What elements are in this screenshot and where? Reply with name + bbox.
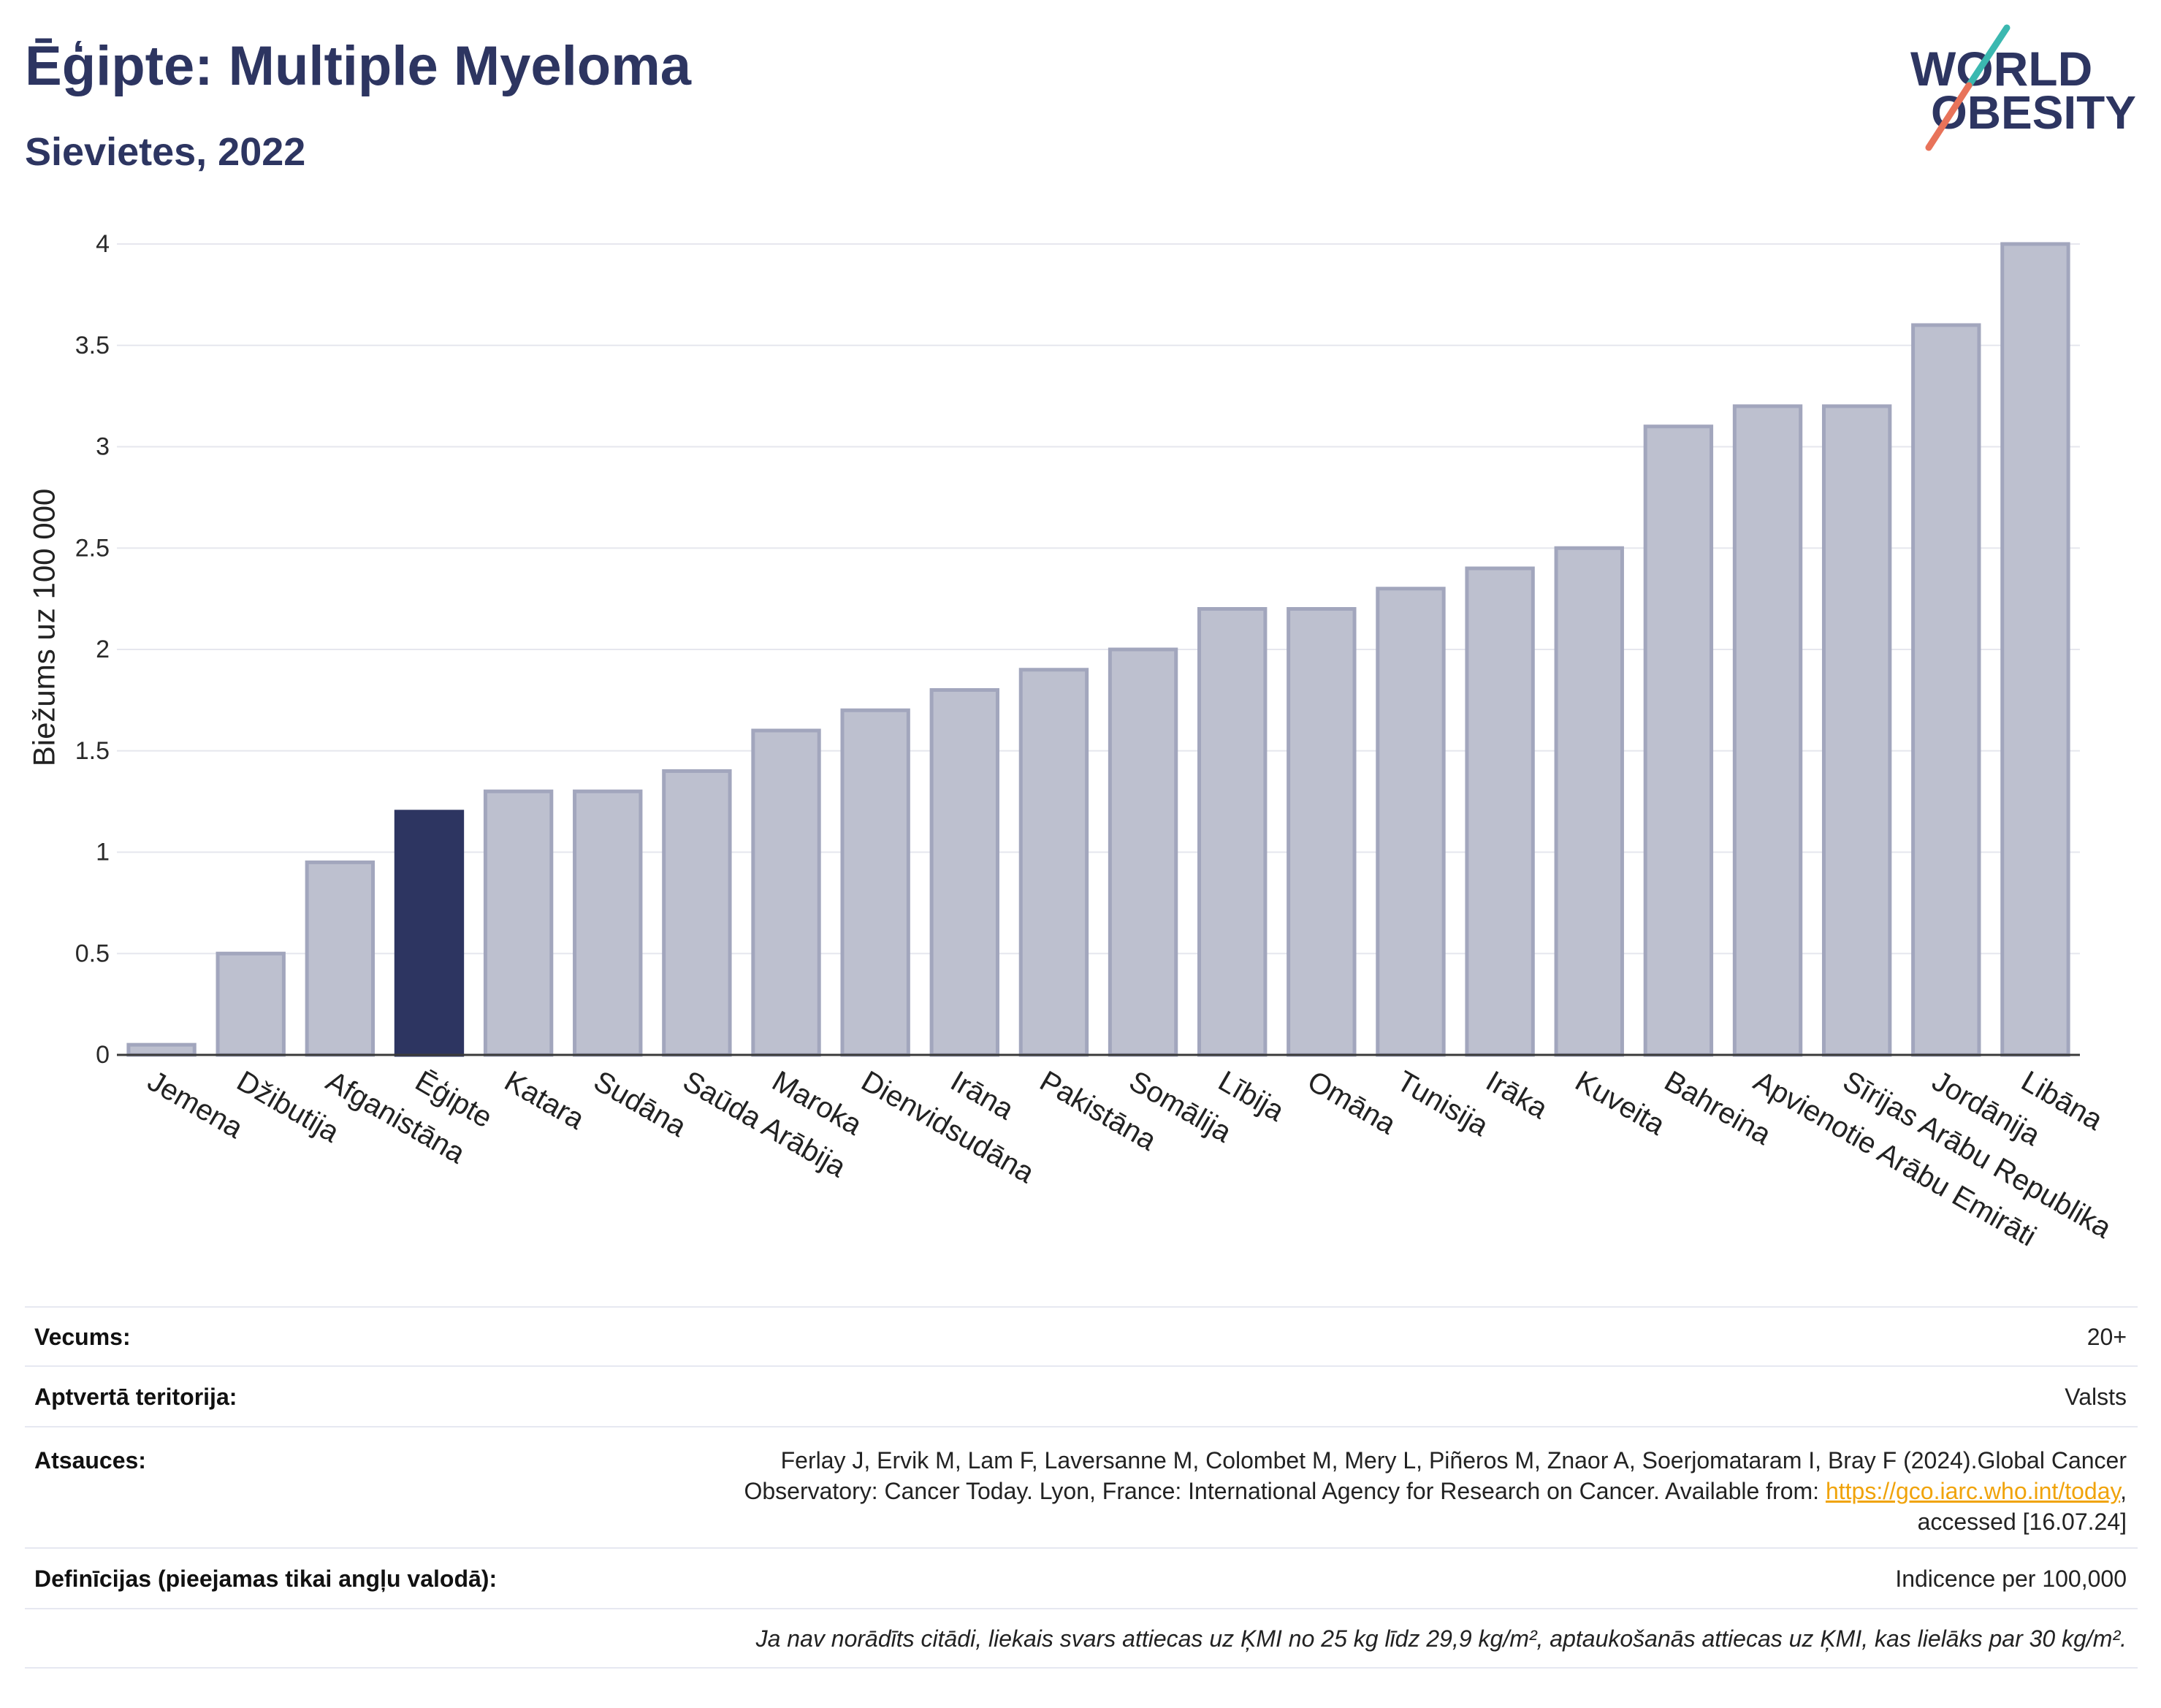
- bar: [1287, 607, 1357, 1057]
- y-tick-label: 2: [96, 636, 110, 663]
- info-row-definitions: Definīcijas (pieejamas tikai angļu valod…: [25, 1547, 2138, 1608]
- y-tick-labels: 0 0.5 1 1.5 2 2.5 3 3.5 4: [75, 230, 110, 1069]
- bar: [1376, 587, 1446, 1057]
- references-line-1: Ferlay J, Ervik M, Lam F, Laversanne M, …: [780, 1447, 2127, 1473]
- page-title: Ēģipte: Multiple Myeloma: [25, 35, 692, 97]
- y-tick-label: 1.5: [75, 737, 110, 765]
- bar-highlighted: [394, 809, 465, 1057]
- coverage-label: Aptvertā teritorija:: [34, 1383, 237, 1410]
- x-tick-label: Džibutija: [232, 1065, 345, 1149]
- bar: [2000, 242, 2070, 1057]
- info-row-age: Vecums: 20+: [25, 1306, 2138, 1365]
- x-tick-label: Jemena: [142, 1065, 249, 1145]
- note-text: Ja nav norādīts citādi, liekais svars at…: [755, 1625, 2127, 1652]
- bar: [1018, 668, 1089, 1057]
- y-tick-label: 0: [96, 1041, 110, 1069]
- x-tick-label: Kuveita: [1570, 1065, 1671, 1142]
- info-row-references: Atsauces: Ferlay J, Ervik M, Lam F, Lave…: [25, 1426, 2138, 1547]
- references-line-3: accessed [16.07.24]: [1917, 1509, 2127, 1535]
- bar: [126, 1042, 197, 1057]
- references-line-2-text: Observatory: Cancer Today. Lyon, France:…: [744, 1478, 1826, 1504]
- coverage-value: Valsts: [2065, 1383, 2127, 1410]
- definitions-value: Indicence per 100,000: [1895, 1565, 2127, 1592]
- y-tick-label: 3.5: [75, 332, 110, 359]
- logo-text-world: WORLD: [1910, 42, 2092, 96]
- age-value: 20+: [2086, 1323, 2127, 1350]
- reference-link[interactable]: https://gco.iarc.who.int/today: [1825, 1478, 2121, 1504]
- bars: [126, 242, 2070, 1057]
- bar: [216, 951, 286, 1057]
- bar: [1197, 607, 1268, 1057]
- bar: [573, 789, 643, 1057]
- bar: [1108, 647, 1178, 1057]
- info-row-coverage: Aptvertā teritorija: Valsts: [25, 1365, 2138, 1426]
- info-row-note: Ja nav norādīts citādi, liekais svars at…: [25, 1608, 2138, 1669]
- bar: [483, 789, 554, 1057]
- bar: [929, 688, 999, 1057]
- x-tick-label: Sudāna: [588, 1065, 692, 1143]
- age-label: Vecums:: [34, 1323, 131, 1350]
- bar: [1732, 404, 1803, 1057]
- world-obesity-logo: WORLD OBESITY: [1910, 24, 2136, 151]
- bar: [305, 860, 376, 1057]
- bar: [1465, 566, 1535, 1057]
- logo-slash-coral: [1925, 82, 1973, 151]
- logo-slash-teal: [1965, 24, 2011, 89]
- x-tick-label: Katara: [499, 1065, 590, 1136]
- y-tick-label: 2.5: [75, 534, 110, 562]
- bar: [1911, 323, 1981, 1057]
- y-tick-label: 3: [96, 433, 110, 461]
- y-axis-title: Biežums uz 100 000: [27, 489, 61, 767]
- x-tick-label: Tunisija: [1391, 1065, 1494, 1143]
- x-tick-label: Dienvidsudāna: [856, 1065, 1040, 1190]
- references-line-2: Observatory: Cancer Today. Lyon, France:…: [744, 1476, 2127, 1506]
- x-tick-label: Omāna: [1302, 1065, 1401, 1141]
- y-tick-label: 1: [96, 839, 110, 866]
- bar: [1821, 404, 1892, 1057]
- bar-chart: Biežums uz 100 000 0 0.5 1 1.5 2 2.5 3 3.5 4 Jeme…: [27, 230, 2117, 1253]
- page-subtitle: Sievietes, 2022: [25, 130, 306, 174]
- bar: [1643, 424, 1714, 1057]
- y-tick-label: 0.5: [75, 939, 110, 967]
- bar: [751, 728, 821, 1057]
- definitions-label: Definīcijas (pieejamas tikai angļu valod…: [34, 1565, 498, 1592]
- bar: [840, 708, 910, 1057]
- bar: [1554, 546, 1624, 1057]
- info-table: Vecums: 20+ Aptvertā teritorija: Valsts …: [25, 1306, 2138, 1669]
- bar: [662, 769, 732, 1057]
- y-tick-label: 4: [96, 230, 110, 258]
- references-label: Atsauces:: [34, 1447, 146, 1473]
- references-line-2-end: ,: [2120, 1478, 2127, 1504]
- references-text: Ferlay J, Ervik M, Lam F, Laversanne M, …: [744, 1445, 2127, 1537]
